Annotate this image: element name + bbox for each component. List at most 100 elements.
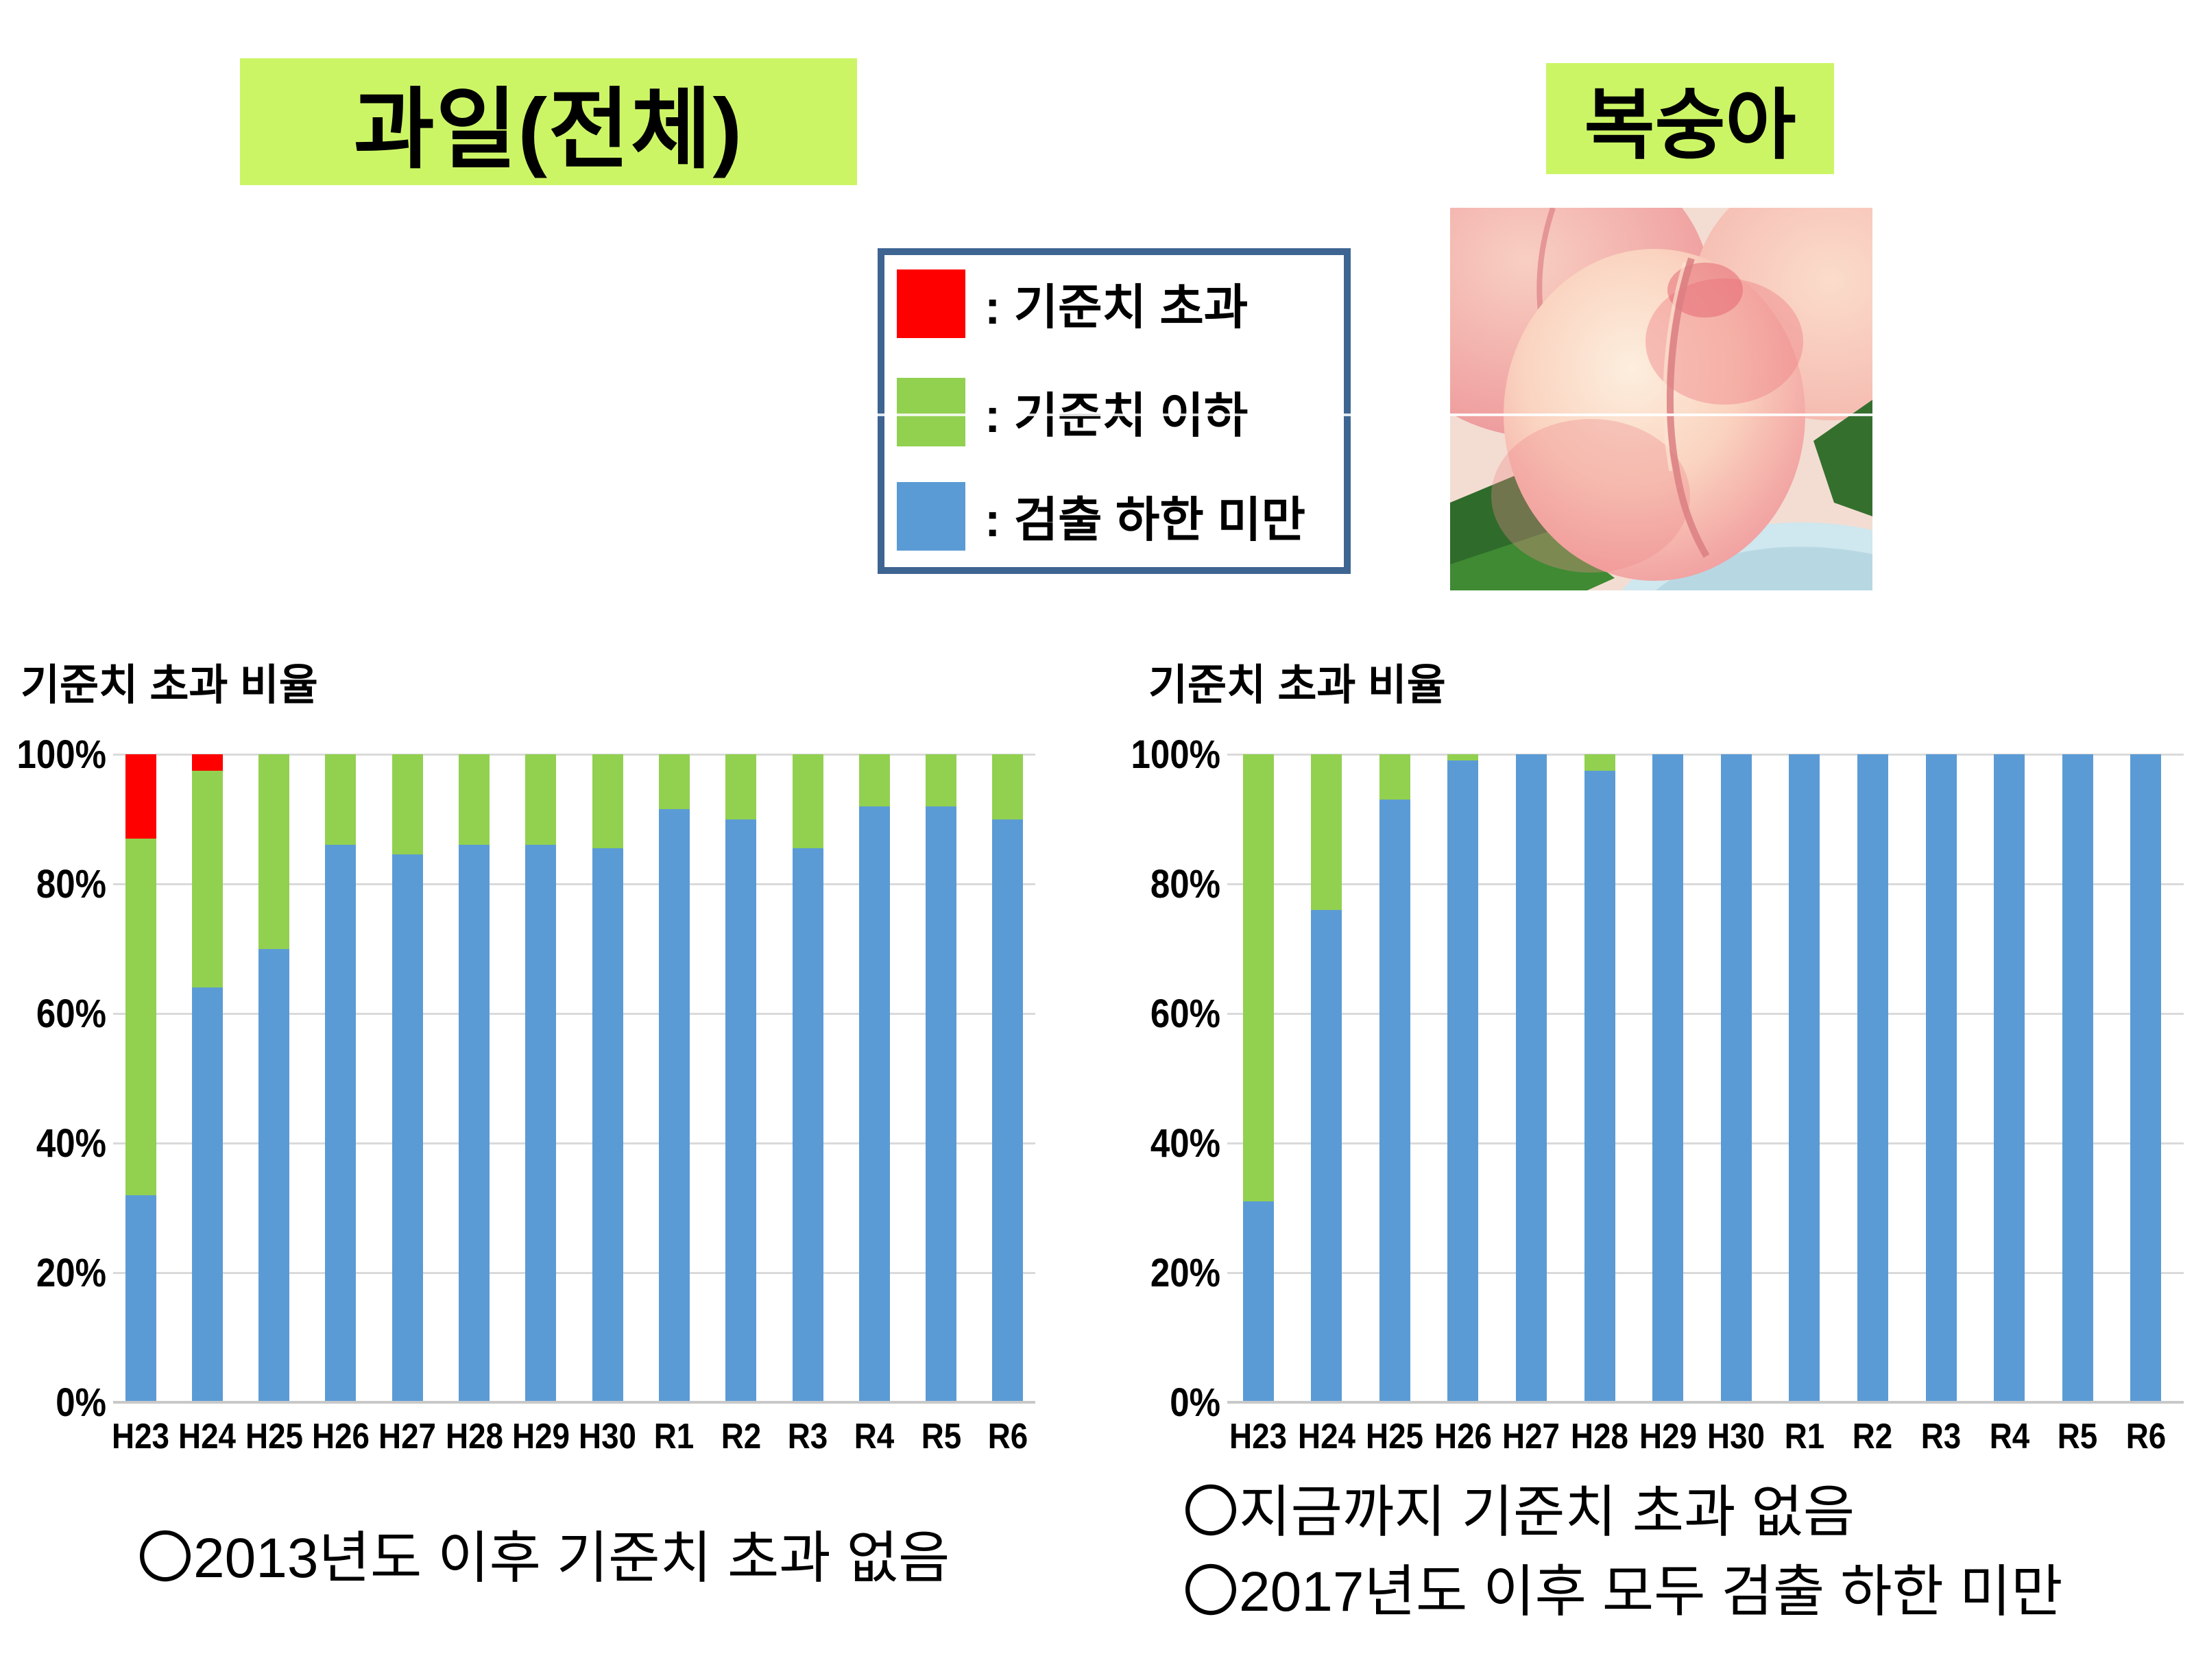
bar-segment-H26-기준치 이하 [325, 754, 357, 845]
bar-segment-R2-기준치 이하 [725, 754, 757, 819]
bar-segment-H28-검출 하한 미만 [1584, 770, 1615, 1402]
y-tick-label: 40% [36, 1121, 106, 1166]
y-tick-label: 0% [1170, 1380, 1220, 1425]
blue-swatch-icon [897, 481, 965, 551]
bar-segment-R5-검출 하한 미만 [926, 806, 957, 1402]
legend-item-exceeds-standard: : 기준치 초과 [897, 269, 1248, 338]
leaf-bottom-left-2 [1450, 530, 1615, 590]
bar-segment-R6-검출 하한 미만 [992, 819, 1024, 1402]
bar-segment-R4-검출 하한 미만 [858, 806, 890, 1402]
peach-blush-bottom [1491, 419, 1690, 573]
x-tick-label-H24: H24 [178, 1417, 237, 1456]
note-line: 〇2013년도 이후 기준치 초과 없음 [137, 1527, 950, 1589]
note-line: 〇2017년도 이후 모두 검출 하한 미만 [1183, 1561, 2063, 1624]
bar-segment-H28-기준치 이하 [459, 754, 490, 845]
bar-segment-H24-기준치 이하 [191, 770, 223, 988]
left-section-title: 과일(전체) [240, 58, 857, 185]
y-tick-label: 20% [36, 1251, 106, 1295]
gridline-80% [113, 883, 1035, 885]
bar-segment-R5-기준치 이하 [926, 754, 957, 806]
y-tick-label: 0% [56, 1380, 106, 1425]
x-tick-label-H26: H26 [311, 1417, 370, 1456]
gridline-20% [1227, 1271, 2184, 1274]
y-tick-label: 40% [1150, 1121, 1220, 1166]
bar-segment-R4-기준치 이하 [858, 754, 890, 806]
x-tick-label-H26: H26 [1434, 1417, 1492, 1456]
peach-cleft [1666, 257, 1710, 558]
gridline-60% [113, 1012, 1035, 1015]
x-tick-label-R4: R4 [1989, 1417, 2029, 1456]
y-tick-label: 80% [36, 862, 106, 907]
gridline-40% [1227, 1142, 2184, 1144]
bar-segment-H26-검출 하한 미만 [325, 845, 357, 1402]
x-axis-line [113, 1401, 1035, 1404]
x-tick-label-H24: H24 [1297, 1417, 1355, 1456]
y-tick-label: 80% [1150, 862, 1220, 907]
slide-artifact-line [872, 413, 1962, 416]
gridline-100% [113, 753, 1035, 756]
y-tick-label: 20% [1150, 1251, 1220, 1295]
bar-segment-R4-검출 하한 미만 [1994, 754, 2025, 1402]
x-tick-label-R5: R5 [921, 1417, 961, 1456]
gridline-100% [1227, 753, 2184, 756]
bar-segment-H27-기준치 이하 [391, 754, 423, 855]
x-tick-label-H28: H28 [445, 1417, 503, 1456]
peach-photo [1450, 208, 1872, 590]
bar-segment-R3-검출 하한 미만 [1925, 754, 1957, 1402]
bar-segment-H28-검출 하한 미만 [459, 845, 490, 1402]
bar-segment-H24-검출 하한 미만 [191, 987, 223, 1402]
red-swatch-icon [897, 269, 965, 338]
x-tick-label-H25: H25 [1366, 1417, 1424, 1456]
left-notes: 〇2013년도 이후 기준치 초과 없음 [137, 1519, 950, 1598]
x-tick-label-H23: H23 [1229, 1417, 1287, 1456]
bar-segment-R6-기준치 이하 [992, 754, 1024, 819]
bar-segment-H23-기준치 초과 [125, 754, 156, 839]
legend-label: : 검출 하한 미만 [985, 493, 1306, 547]
legend-box: : 기준치 초과 : 기준치 이하 : 검출 하한 미만 [878, 248, 1351, 574]
green-swatch-icon [897, 377, 965, 446]
x-tick-label-H27: H27 [1502, 1417, 1560, 1456]
x-tick-label-R6: R6 [987, 1417, 1028, 1456]
legend-label: : 기준치 이하 [985, 389, 1249, 442]
bar-segment-H25-기준치 이하 [258, 754, 290, 949]
x-tick-label-R4: R4 [854, 1417, 895, 1456]
x-tick-label-R1: R1 [1784, 1417, 1825, 1456]
bar-segment-H29-검출 하한 미만 [525, 845, 557, 1402]
x-tick-label-R2: R2 [1853, 1417, 1893, 1456]
x-tick-label-H30: H30 [1707, 1417, 1765, 1456]
legend-item-below-standard: : 기준치 이하 [897, 377, 1248, 446]
gridline-60% [1227, 1012, 2184, 1015]
x-tick-label-H27: H27 [378, 1417, 437, 1456]
bar-segment-H30-기준치 이하 [592, 754, 623, 849]
y-tick-label: 100% [1131, 732, 1220, 777]
peach-photo-svg [1450, 208, 1872, 590]
bar-segment-H29-검출 하한 미만 [1652, 754, 1684, 1402]
bar-segment-H25-검출 하한 미만 [1379, 800, 1410, 1402]
left-section-title-text: 과일(전체) [353, 81, 744, 179]
x-tick-label-R1: R1 [654, 1417, 695, 1456]
legend-label: : 기준치 초과 [985, 280, 1249, 334]
bar-segment-H24-기준치 초과 [191, 754, 223, 771]
right-section-title-text: 복숭아 [1584, 82, 1796, 168]
bar-segment-R3-기준치 이하 [792, 754, 823, 849]
x-tick-label-H29: H29 [1639, 1417, 1697, 1456]
bar-segment-H28-기준치 이하 [1584, 754, 1615, 771]
gridline-20% [113, 1271, 1035, 1274]
x-tick-label-R2: R2 [721, 1417, 761, 1456]
right-chart-title: 기준치 초과 비율 [1148, 662, 1446, 709]
bar-segment-R5-검출 하한 미만 [2062, 754, 2093, 1402]
bar-segment-H23-검출 하한 미만 [1242, 1201, 1274, 1402]
x-tick-label-R6: R6 [2125, 1417, 2167, 1456]
x-tick-label-R3: R3 [1920, 1417, 1962, 1456]
right-chart-plot-area [1227, 753, 2184, 1404]
x-tick-label-H25: H25 [245, 1417, 303, 1456]
bar-segment-R2-검출 하한 미만 [1857, 754, 1888, 1402]
bar-segment-H27-검출 하한 미만 [391, 854, 423, 1402]
bar-segment-R2-검출 하한 미만 [725, 819, 757, 1402]
bar-segment-H24-검출 하한 미만 [1311, 909, 1342, 1402]
bar-segment-H30-검출 하한 미만 [592, 848, 623, 1402]
bar-segment-H24-기준치 이하 [1311, 754, 1342, 910]
bar-segment-H26-검출 하한 미만 [1447, 760, 1479, 1402]
bar-segment-R6-검출 하한 미만 [2130, 754, 2162, 1402]
y-tick-label: 60% [1150, 992, 1220, 1036]
